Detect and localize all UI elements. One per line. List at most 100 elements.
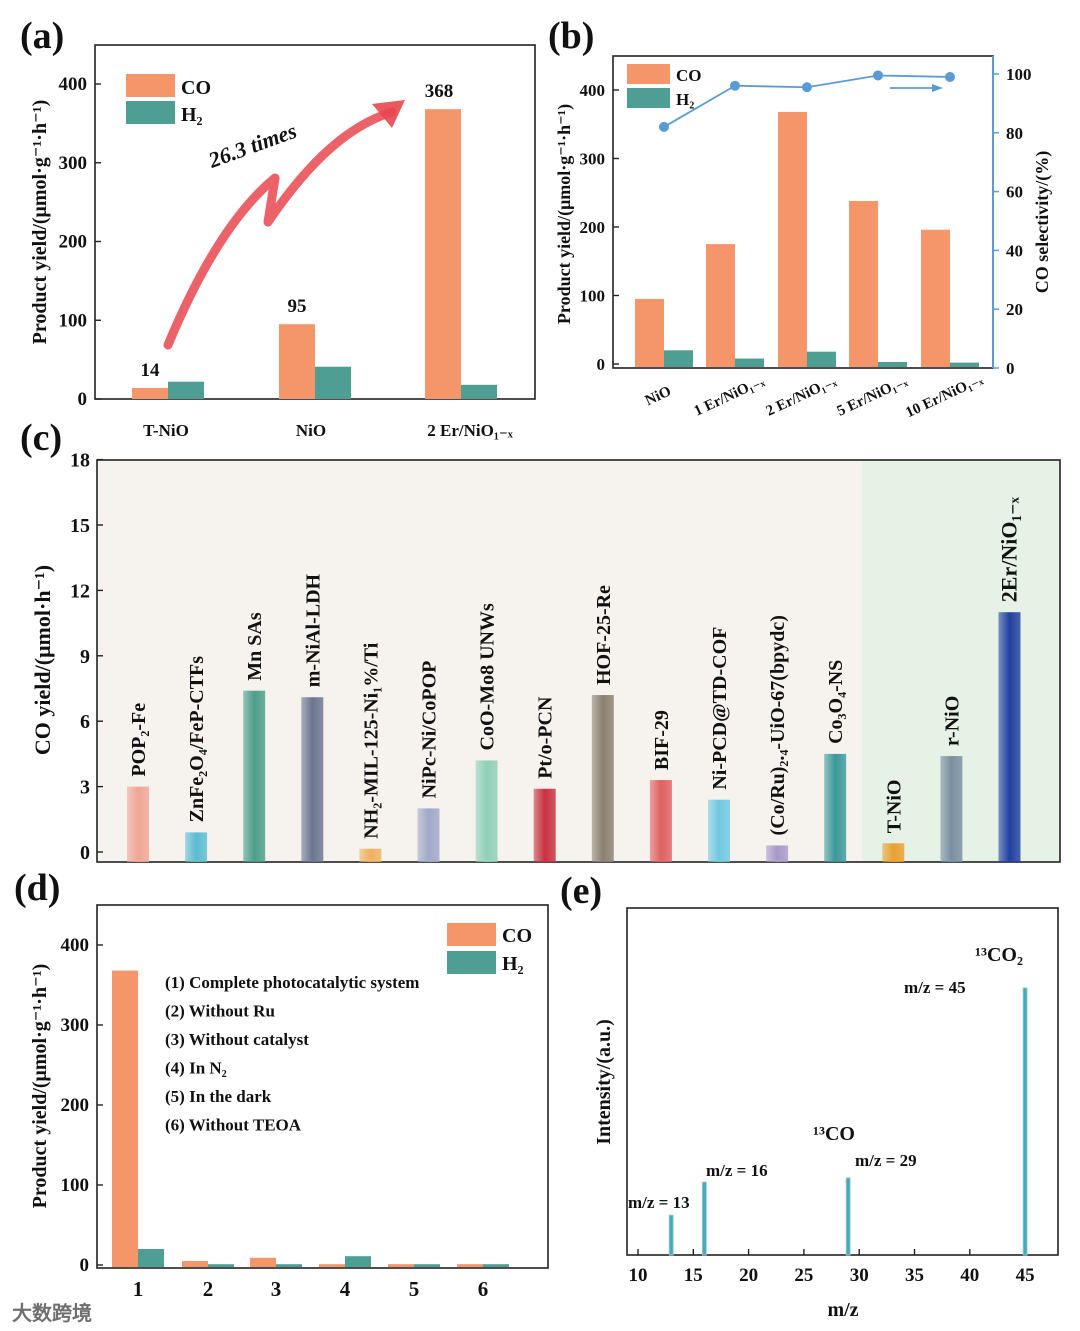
y2-tick-label: 20 xyxy=(1006,300,1023,319)
category-label: POP₂-Fe xyxy=(128,703,150,777)
y-tick-label: 100 xyxy=(580,287,606,306)
category-label: 2Er/NiO₁₋ₓ xyxy=(997,496,1022,602)
peak-label: m/z = 29 xyxy=(855,1151,917,1170)
legend-label: CO xyxy=(502,925,532,947)
bar xyxy=(940,756,963,862)
plot-frame xyxy=(96,459,1061,863)
peak-label: m/z = 45 xyxy=(904,978,966,997)
condition-label: (3) Without catalyst xyxy=(165,1030,309,1049)
bar-h2 xyxy=(483,1264,509,1267)
category-label: T-NiO xyxy=(143,421,189,440)
category-label: BIF-29 xyxy=(651,710,673,770)
x-tick-label: 10 xyxy=(629,1265,648,1286)
bar xyxy=(998,612,1021,862)
legend-swatch xyxy=(627,64,670,84)
bar-co xyxy=(635,298,664,367)
bar-co xyxy=(849,200,878,367)
panel-label: (a) xyxy=(20,15,64,57)
data-label: 368 xyxy=(425,81,454,102)
legend-label: H₂ xyxy=(181,104,203,126)
y-tick-label: 0 xyxy=(78,389,88,410)
legend-label: H₂ xyxy=(502,953,524,975)
y-tick-label: 400 xyxy=(61,935,90,956)
bar-co xyxy=(921,229,950,367)
y-tick-label: 100 xyxy=(59,310,88,331)
bar-co xyxy=(279,324,315,399)
bar-co xyxy=(319,1264,345,1267)
category-label: 6 xyxy=(478,1277,489,1301)
bar xyxy=(301,697,324,862)
x-tick-label: 20 xyxy=(739,1265,758,1286)
category-label: ZnFe₂O₄/FeP-CTFs xyxy=(186,656,208,823)
panel-label: (e) xyxy=(560,870,602,912)
condition-label: (2) Without Ru xyxy=(165,1002,275,1021)
category-label: Pt/o-PCN xyxy=(535,696,557,779)
peak-label: m/z = 13 xyxy=(628,1193,690,1212)
legend-swatch xyxy=(447,951,496,974)
category-label: 10 Er/NiO₁₋ₓ xyxy=(903,371,986,421)
x-tick-label: 15 xyxy=(684,1265,703,1286)
bar-h2 xyxy=(807,351,836,367)
panel-d: (d) 0 100 200 300 400 Product yield/(μmol·g⁻¹·… xyxy=(12,867,549,1325)
selectivity-point xyxy=(730,80,740,91)
bar-co xyxy=(250,1257,276,1267)
y-tick-label: 12 xyxy=(70,580,90,602)
y2-tick-label: 80 xyxy=(1006,124,1023,143)
category-label: 2 xyxy=(203,1277,214,1301)
bar-h2 xyxy=(208,1264,234,1267)
y-axis-label: Product yield/(μmol·g⁻¹·h⁻¹) xyxy=(29,964,51,1209)
category-label: NiPc-Ni/CoPOP xyxy=(419,661,441,799)
category-label: 2 Er/NiO₁₋ₓ xyxy=(427,421,513,440)
category-label: 5 Er/NiO₁₋ₓ xyxy=(835,373,911,420)
bar-co xyxy=(112,970,138,1267)
legend-label: CO xyxy=(181,77,211,99)
condition-label: (4) In N₂ xyxy=(165,1059,227,1078)
bar xyxy=(243,690,266,862)
y-tick-label: 0 xyxy=(597,355,606,374)
panel-e: (e) 10 15 20 25 30 35 40 45 m/z Intensity/(a.u.) m/… xyxy=(560,870,1059,1321)
bar-co xyxy=(457,1264,483,1267)
category-label: HOF-25-Re xyxy=(593,585,615,685)
y2-tick-label: 100 xyxy=(1006,65,1032,84)
selectivity-point xyxy=(945,71,955,82)
bar-h2 xyxy=(735,358,764,367)
y2-tick-label: 40 xyxy=(1006,241,1023,260)
growth-arrow xyxy=(163,107,397,350)
x-tick-label: 35 xyxy=(905,1265,924,1286)
plot-frame xyxy=(626,907,1059,1256)
panel-label: (b) xyxy=(548,15,594,57)
category-label: 2 Er/NiO₁₋ₓ xyxy=(764,373,840,420)
bar-h2 xyxy=(276,1264,302,1267)
y-tick-label: 300 xyxy=(61,1015,90,1036)
bar xyxy=(766,845,789,862)
bar xyxy=(824,753,847,862)
y-tick-label: 9 xyxy=(80,646,90,668)
bar xyxy=(708,799,730,862)
category-label: CoO-Mo8 UNWs xyxy=(477,603,499,750)
bar-h2 xyxy=(315,366,351,399)
y-tick-label: 0 xyxy=(80,1255,90,1276)
panel-a: (a) 0 100 200 300 400 Product yield/(μmol·g⁻¹·… xyxy=(20,15,536,440)
y-tick-label: 200 xyxy=(59,232,88,253)
selectivity-point xyxy=(802,82,812,93)
y2-tick-label: 0 xyxy=(1006,359,1015,378)
bar-co xyxy=(778,111,807,367)
y-tick-label: 200 xyxy=(61,1095,90,1116)
legend-swatch xyxy=(447,923,496,946)
legend-swatch xyxy=(126,101,175,124)
x-axis-label: m/z xyxy=(827,1299,858,1321)
bar-h2 xyxy=(461,384,497,399)
condition-label: (5) In the dark xyxy=(165,1087,272,1106)
bar xyxy=(417,808,440,862)
peak-label: m/z = 16 xyxy=(706,1161,768,1180)
y2-axis-label: CO selectivity/(%) xyxy=(1032,151,1053,293)
bar-h2 xyxy=(345,1256,371,1267)
y-tick-label: 15 xyxy=(70,515,90,537)
y-tick-label: 300 xyxy=(580,150,606,169)
x-tick-label: 30 xyxy=(850,1265,869,1286)
data-label: 95 xyxy=(288,296,307,317)
bar-co xyxy=(388,1264,414,1267)
y-tick-label: 6 xyxy=(80,711,90,733)
